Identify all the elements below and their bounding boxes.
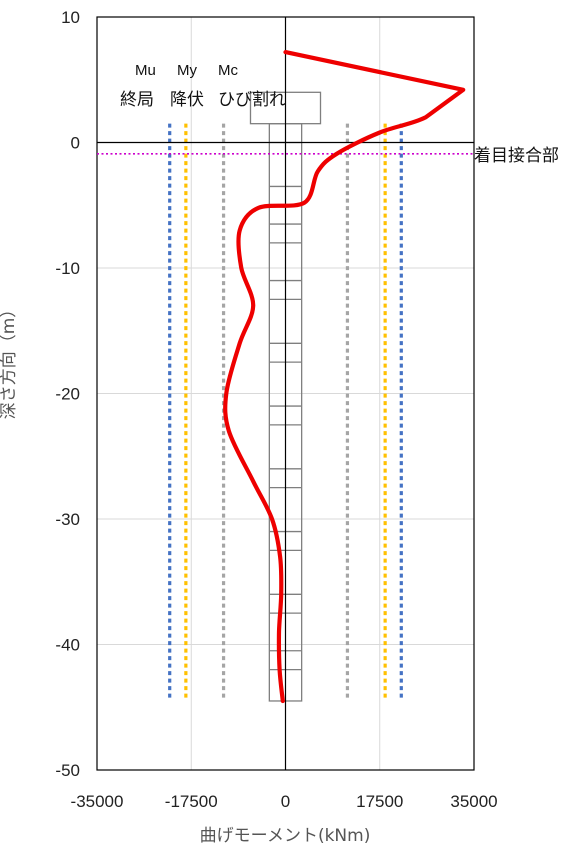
limit-labels: Mu 終局 My 降伏 Mc ひび割れ xyxy=(120,62,286,110)
x-axis-title: 曲げモーメント(kNm) xyxy=(200,826,371,846)
limit-label-mu: Mu xyxy=(135,62,156,79)
y-tick-label: -50 xyxy=(55,761,80,780)
y-tick-label: -30 xyxy=(55,510,80,529)
zero-axes xyxy=(97,17,474,770)
moment-curve-line xyxy=(223,50,466,704)
plot-area-frame xyxy=(96,16,475,771)
x-tick-label: 0 xyxy=(281,792,290,811)
limit-label-jp-mu: 終局 xyxy=(120,90,154,110)
limit-label-jp-my: 降伏 xyxy=(170,90,204,110)
y-tick-label: -20 xyxy=(55,385,80,404)
y-tick-label: 10 xyxy=(61,8,80,27)
x-tick-label: -35000 xyxy=(71,792,124,811)
y-tick-labels: 10 0 -10 -20 -30 -40 -50 xyxy=(55,8,80,780)
limit-label-jp-mc: ひび割れ xyxy=(218,90,286,110)
x-tick-labels: -35000 -17500 0 17500 35000 xyxy=(71,792,498,811)
limit-label-my: My xyxy=(177,62,197,79)
x-tick-label: -17500 xyxy=(165,792,218,811)
limit-label-mc: Mc xyxy=(218,62,238,79)
moment-curve xyxy=(223,50,466,704)
y-tick-label: -40 xyxy=(55,636,80,655)
x-tick-label: 17500 xyxy=(356,792,403,811)
target-joint-label: 着目接合部 xyxy=(474,146,559,166)
x-tick-label: 35000 xyxy=(450,792,497,811)
y-axis-title: 深さ方向（m） xyxy=(0,301,19,420)
y-tick-label: -10 xyxy=(55,259,80,278)
y-tick-label: 0 xyxy=(71,134,80,153)
